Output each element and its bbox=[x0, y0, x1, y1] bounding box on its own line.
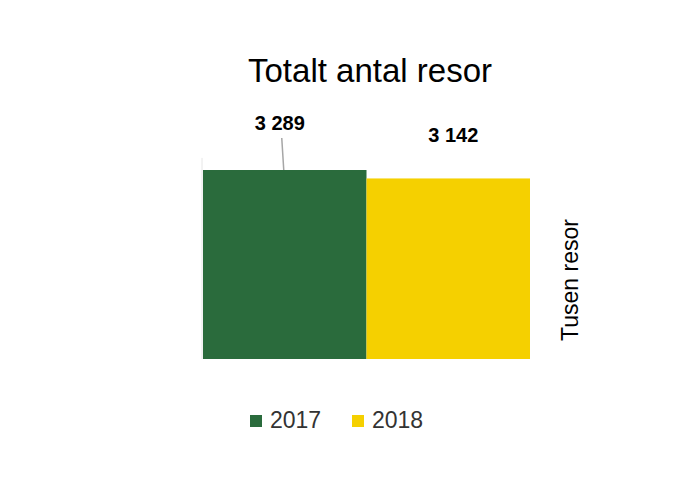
bars bbox=[203, 170, 530, 359]
bar bbox=[367, 178, 531, 359]
title: Totalt antal resor bbox=[248, 52, 492, 89]
legend-label: 2018 bbox=[372, 407, 423, 433]
legend: 2017 2018 bbox=[250, 407, 423, 433]
legend-swatch bbox=[352, 415, 364, 427]
y-axis-label: Tusen resor bbox=[557, 219, 583, 341]
data-label: 3 289 bbox=[255, 112, 305, 134]
bar bbox=[203, 170, 367, 359]
legend-swatch bbox=[250, 415, 262, 427]
label-leader bbox=[282, 138, 284, 170]
y-axis-line bbox=[202, 158, 203, 359]
data-labels: 3 289 3 142 bbox=[255, 112, 479, 170]
legend-label: 2017 bbox=[270, 407, 321, 433]
chart: Totalt antal resor 3 289 3 142 Tusen resor 2… bbox=[0, 0, 682, 477]
data-label: 3 142 bbox=[428, 124, 478, 146]
